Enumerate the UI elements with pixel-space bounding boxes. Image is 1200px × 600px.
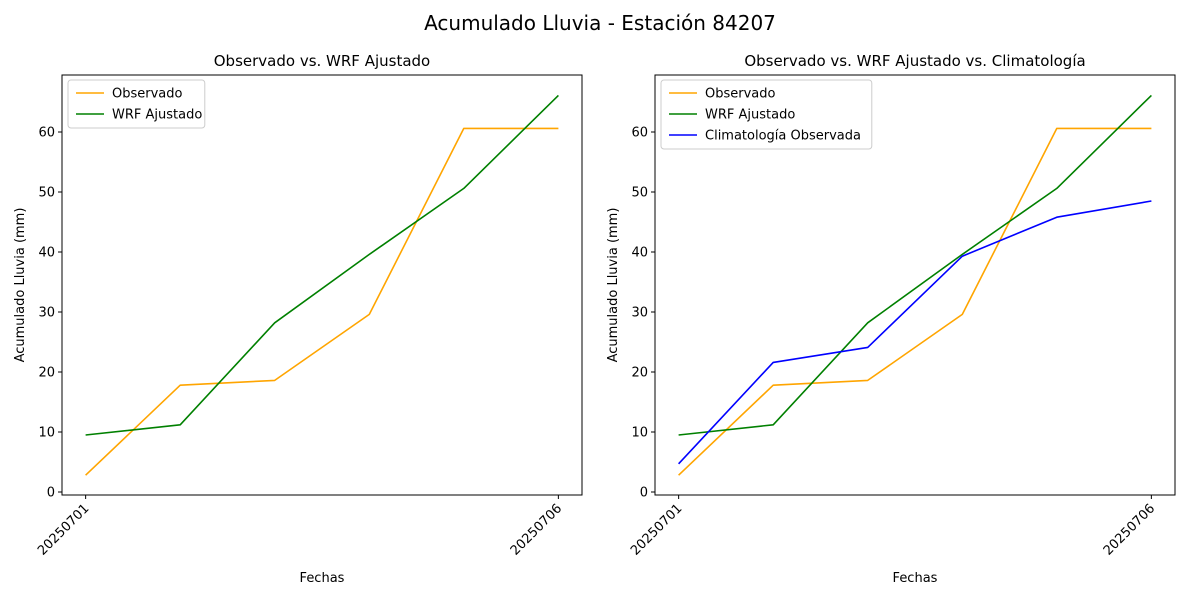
y-tick-label: 10: [38, 426, 55, 441]
x-tick-label: 20250706: [508, 501, 565, 558]
legend-label: WRF Ajustado: [705, 108, 795, 123]
series-line-observado: [678, 127, 1152, 476]
series-line-wrf-ajustado: [85, 94, 559, 436]
x-axis-label: Fechas: [300, 571, 345, 586]
series-line-climatolog-a-observada: [678, 200, 1152, 465]
series-line-observado: [85, 127, 559, 476]
y-tick-label: 0: [640, 486, 648, 501]
legend: Observado WRF Ajustado: [67, 79, 206, 129]
x-tick-label: 20250701: [35, 501, 92, 558]
legend-label: Observado: [705, 87, 776, 102]
figure-suptitle: Acumulado Lluvia - Estación 84207: [424, 11, 776, 35]
chart-title: Observado vs. WRF Ajustado vs. Climatolo…: [744, 52, 1085, 70]
chart-panel-2: Observado vs. WRF Ajustado vs. Climatolo…: [606, 52, 1176, 586]
chart-panel-1: Observado vs. WRF Ajustado 0 10 20 30 40 50 60 2…: [13, 52, 583, 586]
x-tick-label: 20250706: [1101, 501, 1158, 558]
series-line-wrf-ajustado: [678, 94, 1152, 436]
y-tick-label: 40: [38, 246, 55, 261]
y-tick-label: 50: [38, 186, 55, 201]
x-axis-label: Fechas: [893, 571, 938, 586]
y-axis-label: Acumulado Lluvia (mm): [13, 208, 28, 363]
legend-label: Observado: [112, 87, 183, 102]
axes-frame: [61, 74, 583, 496]
y-tick-label: 0: [47, 486, 55, 501]
y-tick-label: 10: [631, 426, 648, 441]
y-tick-label: 30: [38, 306, 55, 321]
y-tick-label: 60: [631, 126, 648, 141]
y-axis-label: Acumulado Lluvia (mm): [606, 208, 621, 363]
y-tick-label: 20: [631, 366, 648, 381]
y-tick-label: 60: [38, 126, 55, 141]
legend-label: Climatología Observada: [705, 129, 861, 144]
chart-title: Observado vs. WRF Ajustado: [214, 52, 430, 70]
y-tick-label: 30: [631, 306, 648, 321]
axes-frame: [654, 74, 1176, 496]
y-tick-label: 50: [631, 186, 648, 201]
y-tick-label: 20: [38, 366, 55, 381]
legend-frame: [660, 79, 873, 150]
legend-frame: [67, 79, 206, 129]
x-tick-label: 20250701: [628, 501, 685, 558]
legend: Observado WRF Ajustado Climatología Observ…: [660, 79, 873, 150]
legend-label: WRF Ajustado: [112, 108, 202, 123]
y-tick-label: 40: [631, 246, 648, 261]
